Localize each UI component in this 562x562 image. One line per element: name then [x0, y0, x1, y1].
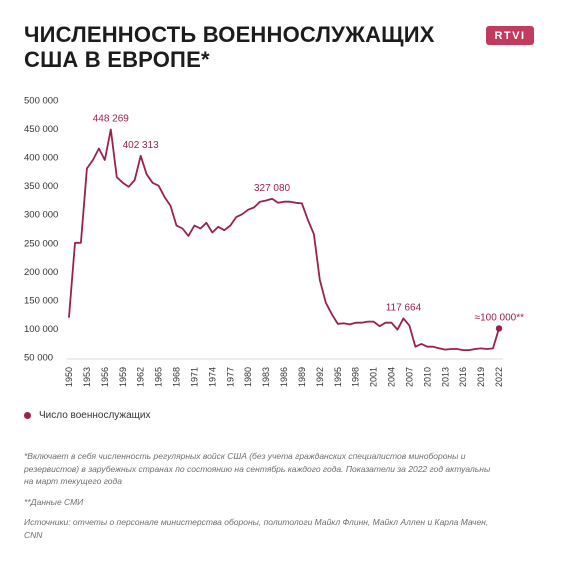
line-chart: 50 000 100 000 150 000 200 000 250 000 300 00…	[24, 96, 525, 388]
y-tick-label: 450 000	[24, 124, 58, 135]
x-tick-label: 1971	[189, 367, 199, 387]
x-tick-label: 1968	[172, 367, 182, 387]
y-tick-label: 250 000	[24, 238, 58, 249]
x-tick-label: 1983	[261, 367, 271, 387]
x-tick-label: 1995	[333, 367, 343, 387]
x-tick-label: 2004	[387, 367, 397, 387]
x-tick-label: 1977	[225, 367, 235, 387]
y-tick-label: 500 000	[24, 96, 58, 107]
legend-label: Число военнослужащих	[39, 410, 151, 421]
series-line	[68, 128, 500, 352]
x-tick-label: 1950	[64, 367, 74, 387]
x-tick-label: 2013	[440, 367, 450, 387]
rtvi-logo: RTVI	[486, 26, 534, 45]
data-label: 327 080	[254, 183, 291, 194]
footnote-media: **Данные СМИ	[24, 496, 84, 507]
x-tick-label: 1992	[315, 367, 325, 387]
x-tick-label: 1956	[100, 367, 110, 387]
title-line-1: ЧИСЛЕННОСТЬ ВОЕННОСЛУЖАЩИХ	[24, 22, 435, 47]
data-label: ≈100 000**	[475, 312, 525, 323]
x-tick-label: 1989	[297, 367, 307, 387]
title-line-2: США В ЕВРОПЕ*	[24, 47, 210, 72]
y-tick-label: 50 000	[24, 353, 53, 364]
x-tick-label: 1980	[243, 367, 253, 387]
footnotes: *Включает в себя численность регулярных …	[24, 450, 494, 549]
data-label: 448 269	[93, 114, 130, 125]
y-tick-label: 400 000	[24, 153, 58, 164]
series-end-point	[495, 325, 503, 332]
sources-note: Источники: отчеты о персонале министерст…	[24, 517, 489, 540]
y-tick-label: 300 000	[24, 210, 58, 221]
footnote-scope: *Включает в себя численность регулярных …	[24, 451, 491, 486]
chart-title: ЧИСЛЕННОСТЬ ВОЕННОСЛУЖАЩИХ США В ЕВРОПЕ*	[24, 22, 464, 72]
data-label: 402 313	[123, 140, 160, 151]
x-tick-label: 1986	[279, 367, 289, 387]
x-tick-label: 2001	[369, 367, 379, 387]
x-tick-label: 1974	[207, 367, 217, 387]
x-tick-label: 2016	[458, 367, 468, 387]
x-tick-label: 1959	[118, 367, 128, 387]
x-tick-label: 1965	[154, 367, 164, 387]
x-tick-label: 2010	[422, 367, 432, 387]
y-tick-label: 200 000	[24, 267, 58, 278]
x-tick-label: 1998	[351, 367, 361, 387]
y-tick-label: 350 000	[24, 181, 58, 192]
legend: Число военнослужащих	[24, 410, 150, 421]
x-tick-label: 1962	[136, 367, 146, 387]
legend-marker	[24, 412, 31, 419]
x-tick-label: 2022	[494, 367, 504, 387]
data-label: 117 664	[386, 302, 422, 313]
y-tick-label: 100 000	[24, 324, 58, 335]
y-tick-label: 150 000	[24, 295, 58, 306]
x-tick-label: 1953	[82, 367, 92, 387]
x-tick-label: 2007	[404, 367, 414, 387]
x-tick-label: 2019	[476, 367, 486, 387]
